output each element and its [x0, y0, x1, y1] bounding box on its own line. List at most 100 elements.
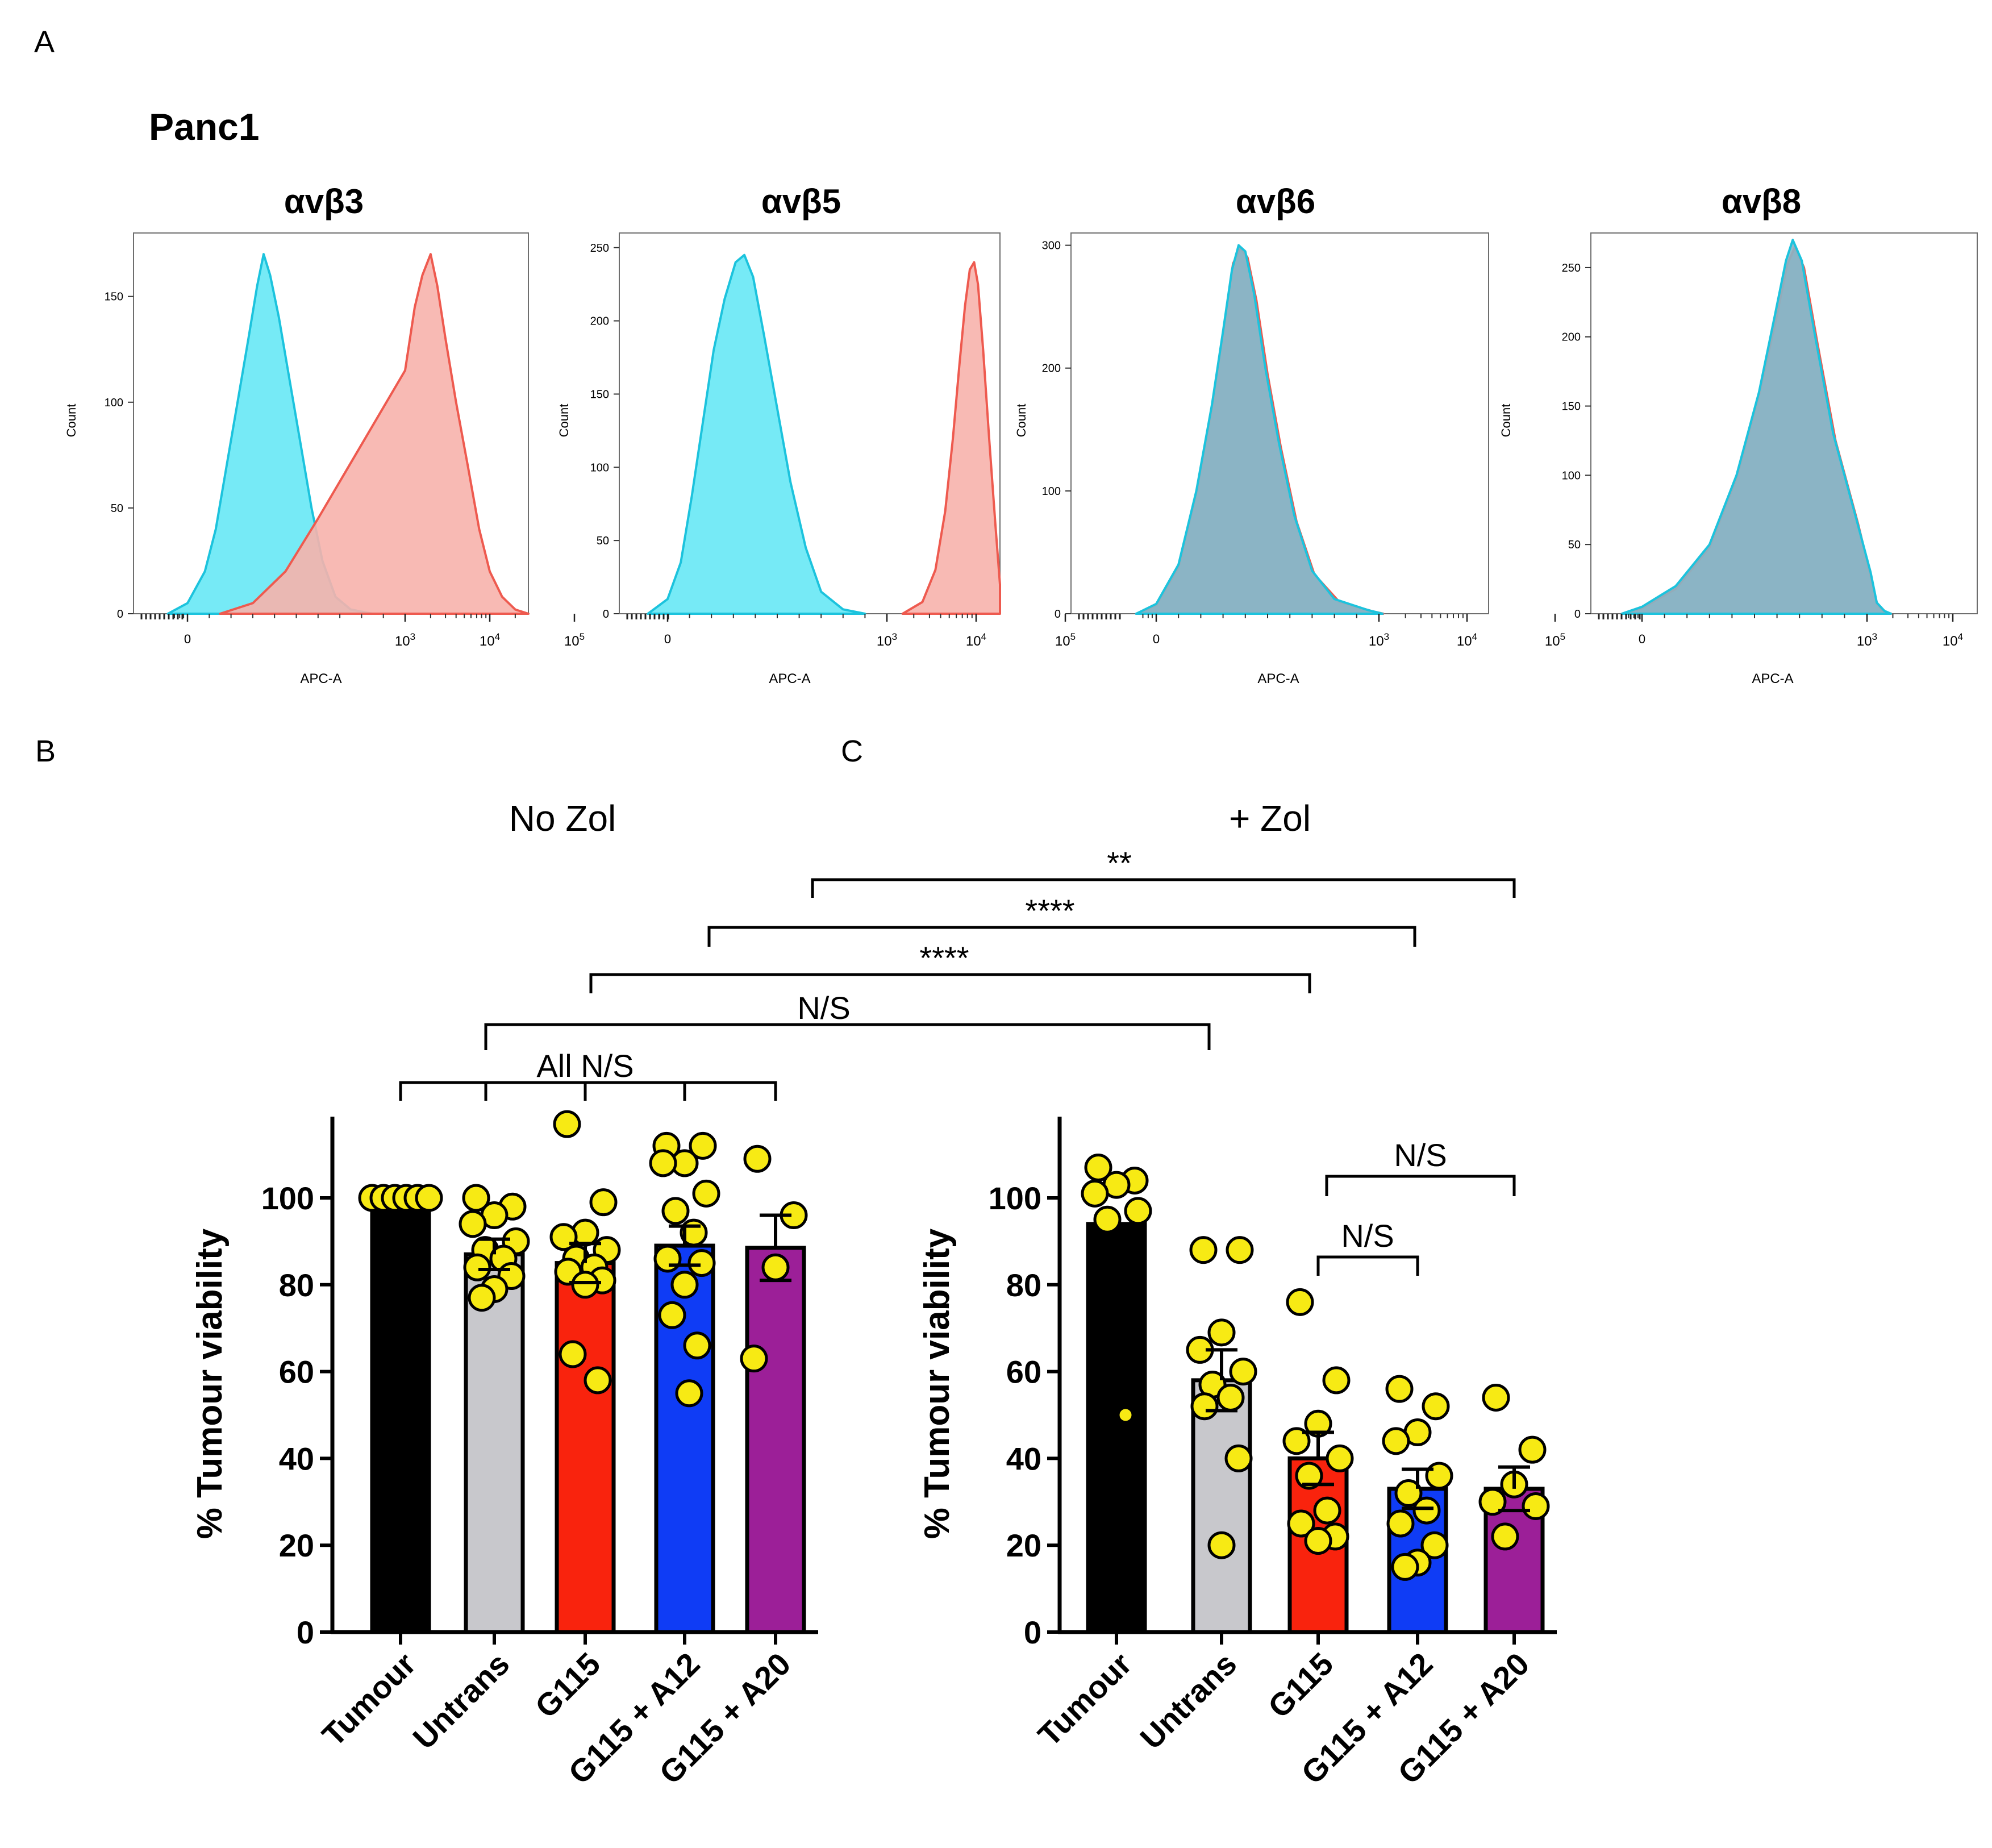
- y-tick-label: 80: [279, 1267, 314, 1303]
- data-point: [692, 1179, 720, 1208]
- comparison-bracket: N/S: [484, 990, 1211, 1050]
- data-point: [1386, 1509, 1415, 1538]
- comparison-bracket: N/S: [1325, 1137, 1516, 1196]
- data-point: [468, 1284, 496, 1312]
- data-point: [1391, 1553, 1419, 1581]
- significance-label: N/S: [797, 990, 850, 1026]
- panel-label-b: B: [35, 734, 56, 768]
- stain-histogram: [219, 253, 530, 615]
- y-tick-label: 0: [1574, 608, 1581, 621]
- y-tick-label: 50: [111, 502, 123, 515]
- data-point: [559, 1340, 587, 1368]
- data-point: [670, 1271, 699, 1299]
- significance-label: ****: [919, 940, 969, 976]
- data-point: [1216, 1383, 1245, 1412]
- bar: [370, 1196, 431, 1634]
- data-point: [1084, 1154, 1112, 1182]
- y-axis-label: % Tumour viability: [918, 1228, 957, 1539]
- data-point: [459, 1210, 487, 1238]
- panel-label-c: C: [841, 734, 863, 768]
- data-point: [1189, 1236, 1218, 1264]
- data-point: [675, 1379, 703, 1408]
- isotype-histogram: [1620, 239, 1893, 615]
- data-point: [653, 1245, 682, 1273]
- data-point: [1224, 1444, 1253, 1472]
- data-point: [1326, 1444, 1354, 1472]
- y-tick-label: 20: [279, 1527, 314, 1563]
- data-point: [1394, 1479, 1423, 1508]
- data-point: [1322, 1366, 1351, 1395]
- comparison-bracket-all: All N/S: [399, 1048, 777, 1101]
- x-tick-label: 0: [1639, 632, 1645, 646]
- data-point: [1522, 1492, 1550, 1520]
- data-point: [1478, 1488, 1507, 1516]
- data-point: [1313, 1496, 1341, 1525]
- x-axis-label: APC-A: [1257, 671, 1299, 686]
- data-point: [1282, 1427, 1311, 1455]
- data-point: [1295, 1462, 1323, 1490]
- histogram-title: αvβ5: [761, 182, 841, 220]
- y-tick-label: 100: [105, 397, 123, 409]
- significance-label: N/S: [1341, 1218, 1394, 1254]
- histogram-title: αvβ8: [1722, 182, 1801, 220]
- data-point: [1425, 1462, 1453, 1490]
- y-tick-label: 0: [117, 608, 123, 621]
- comparison-bracket: ****: [589, 940, 1311, 993]
- y-tick-label: 0: [603, 608, 609, 621]
- data-point: [1229, 1358, 1257, 1386]
- data-point: [571, 1271, 599, 1299]
- y-tick-label: 200: [1562, 331, 1581, 344]
- data-point: [415, 1184, 443, 1212]
- data-point: [1081, 1179, 1109, 1208]
- data-point: [1207, 1531, 1236, 1559]
- data-point: [1226, 1236, 1254, 1264]
- data-point: [1124, 1197, 1152, 1225]
- y-tick-label: 100: [1562, 469, 1581, 482]
- data-point: [1093, 1205, 1122, 1234]
- data-point: [1382, 1427, 1410, 1455]
- chart-title-no-zol: No Zol: [509, 798, 616, 839]
- data-point: [584, 1366, 612, 1395]
- data-point: [553, 1110, 581, 1138]
- y-tick-label: 0: [1055, 608, 1061, 621]
- data-point: [1412, 1496, 1441, 1525]
- y-tick-label: 200: [590, 315, 609, 328]
- y-tick-label: 60: [1006, 1354, 1041, 1390]
- data-point: [1190, 1392, 1219, 1421]
- significance-label: **: [1107, 845, 1132, 881]
- bar: [555, 1261, 616, 1634]
- data-point: [1422, 1392, 1450, 1421]
- data-point: [661, 1197, 690, 1225]
- panel-label-a: A: [34, 25, 55, 59]
- y-axis-label: Count: [64, 404, 78, 438]
- significance-label: All N/S: [536, 1048, 634, 1084]
- y-tick-label: 20: [1006, 1527, 1041, 1563]
- y-tick-label: 100: [261, 1180, 314, 1216]
- y-tick-label: 100: [989, 1180, 1041, 1216]
- data-point: [1482, 1383, 1510, 1412]
- x-axis-label: APC-A: [1752, 671, 1793, 686]
- y-tick-label: 150: [590, 388, 609, 401]
- data-point: [1304, 1527, 1332, 1555]
- x-axis-label: APC-A: [300, 671, 341, 686]
- y-tick-label: 40: [279, 1441, 314, 1476]
- y-tick-label: 50: [1568, 539, 1581, 551]
- y-axis-label: Count: [1499, 404, 1513, 438]
- significance-label: N/S: [1394, 1137, 1447, 1173]
- data-point: [589, 1188, 618, 1217]
- y-tick-label: 80: [1006, 1267, 1041, 1303]
- data-point: [1385, 1375, 1414, 1403]
- bar: [464, 1252, 525, 1634]
- data-point: [687, 1249, 716, 1277]
- significance-label: ****: [1025, 893, 1074, 929]
- data-point: [689, 1131, 717, 1160]
- x-tick-label: 0: [664, 632, 671, 646]
